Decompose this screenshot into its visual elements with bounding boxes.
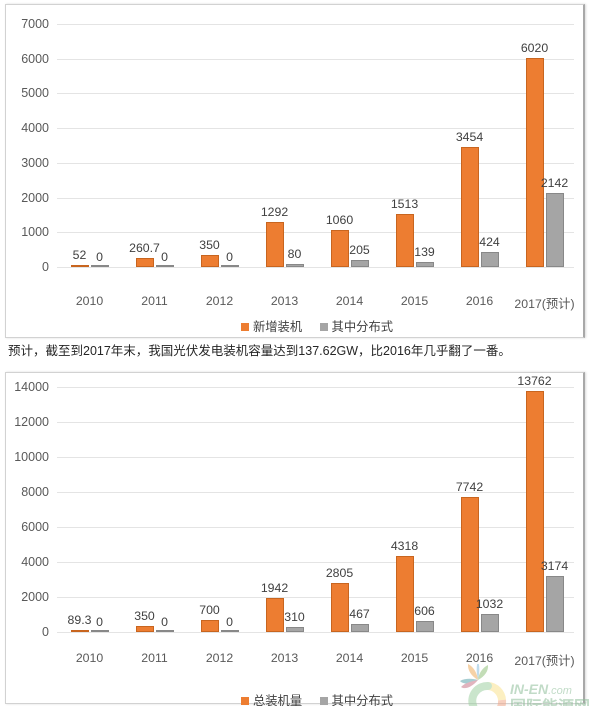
svg-text:IN-EN.com: IN-EN.com	[510, 681, 572, 697]
svg-text:国际能源网: 国际能源网	[510, 697, 590, 706]
